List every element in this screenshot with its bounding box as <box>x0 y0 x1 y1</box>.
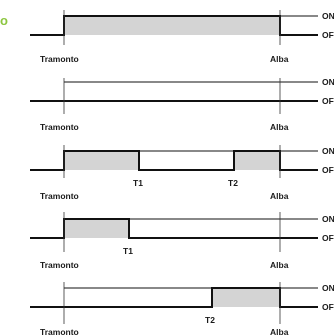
accent-glyph: o <box>0 13 8 28</box>
on-label: ON <box>322 11 334 21</box>
alba-label: Alba <box>270 191 289 201</box>
tramonto-label: Tramonto <box>40 327 79 336</box>
signal-waveform <box>30 287 318 308</box>
t1-label: T1 <box>123 246 133 256</box>
off-label: OFF <box>322 302 334 312</box>
timing-row-1: ON OFF Tramonto Alba <box>30 10 334 64</box>
tramonto-label: Tramonto <box>40 191 79 201</box>
off-label: OFF <box>322 96 334 106</box>
alba-label: Alba <box>270 260 289 270</box>
on-label: ON <box>322 77 334 87</box>
timing-row-4: ON OFF T1 Tramonto Alba <box>30 212 334 270</box>
on-period-band <box>64 16 280 35</box>
alba-label: Alba <box>270 327 289 336</box>
on-period-band-2 <box>234 151 280 170</box>
off-label: OFF <box>322 165 334 175</box>
on-period-band <box>212 288 280 307</box>
on-label: ON <box>322 214 334 224</box>
on-period-band <box>64 219 129 238</box>
alba-label: Alba <box>270 54 289 64</box>
on-period-band-1 <box>64 151 139 170</box>
t1-label: T1 <box>133 178 143 188</box>
signal-waveform <box>30 218 318 239</box>
tramonto-label: Tramonto <box>40 54 79 64</box>
signal-waveform <box>30 15 318 36</box>
on-label: ON <box>322 146 334 156</box>
off-label: OFF <box>322 233 334 243</box>
on-label: ON <box>322 283 334 293</box>
tramonto-label: Tramonto <box>40 122 79 132</box>
t2-label: T2 <box>228 178 238 188</box>
alba-label: Alba <box>270 122 289 132</box>
timing-row-3: ON OFF T1 T2 Tramonto Alba <box>30 145 334 201</box>
off-label: OFF <box>322 30 334 40</box>
t2-label: T2 <box>205 315 215 325</box>
timing-row-5: ON OFF T2 Tramonto Alba <box>30 282 334 336</box>
tramonto-label: Tramonto <box>40 260 79 270</box>
timing-row-2: ON OFF Tramonto Alba <box>30 77 334 132</box>
